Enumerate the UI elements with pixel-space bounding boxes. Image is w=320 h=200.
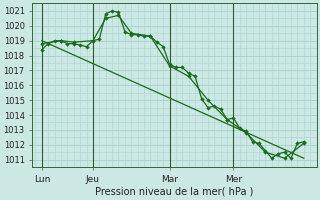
X-axis label: Pression niveau de la mer( hPa ): Pression niveau de la mer( hPa ) [95,187,253,197]
